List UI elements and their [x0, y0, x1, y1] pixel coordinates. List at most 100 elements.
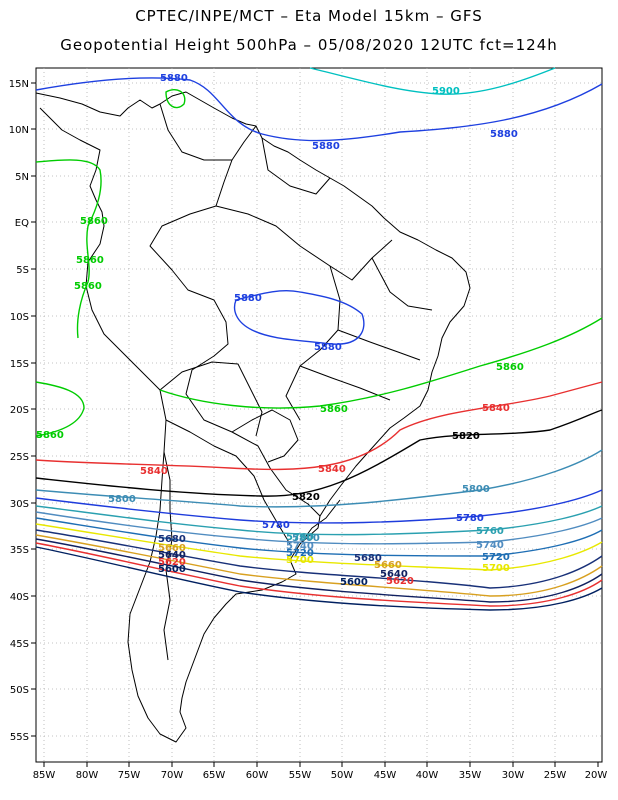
contour-label: 5860 [320, 404, 348, 415]
lat-label: 10S [10, 312, 29, 323]
contour-5620 [35, 542, 603, 607]
contour-label: 5620 [386, 576, 414, 587]
contour-5820 [35, 409, 603, 497]
contour-label: 5860 [496, 362, 524, 373]
lat-label: 35S [10, 545, 29, 556]
contour-5720 [35, 517, 603, 557]
contour-label: 5800 [292, 533, 320, 544]
latitude-labels: 15N 10N 5N EQ 5S 10S 15S 20S 25S 30S 35S… [9, 79, 29, 743]
contour-label: 5880 [314, 342, 342, 353]
lon-label: 85W [33, 770, 56, 781]
lat-label: 15N [9, 79, 29, 90]
lat-label: 10N [9, 125, 29, 136]
contour-label: 5660 [374, 560, 402, 571]
contour-5780 [35, 489, 603, 524]
contour-5700 [35, 523, 603, 571]
contour-5680 [35, 529, 603, 589]
contour-5880-north [35, 77, 603, 142]
contour-label: 5880 [234, 293, 262, 304]
contour-label: 5640 [380, 569, 408, 580]
contour-5860-island [165, 88, 186, 109]
contour-label: 5860 [80, 216, 108, 227]
tick-marks [31, 82, 599, 767]
contour-label: 5820 [292, 492, 320, 503]
contour-label: 5860 [36, 430, 64, 441]
lon-label: 50W [331, 770, 354, 781]
brazil-border [149, 125, 321, 517]
chart-title-line2: Geopotential Height 500hPa – 05/08/2020 … [60, 36, 558, 54]
contour-label: 5780 [456, 513, 484, 524]
chart-title-line1: CPTEC/INPE/MCT – Eta Model 15km – GFS [135, 7, 483, 25]
contour-5740 [35, 511, 603, 545]
contour-label: 5900 [432, 86, 460, 97]
contour-label: 5740 [476, 540, 504, 551]
contour-label: 5680 [158, 534, 186, 545]
lon-label: 60W [246, 770, 269, 781]
lon-label: 30W [502, 770, 525, 781]
contour-label: 5600 [158, 564, 186, 575]
contour-label: 5740 [286, 541, 314, 552]
contour-label: 5700 [286, 555, 314, 566]
contour-label: 5880 [160, 73, 188, 84]
lat-label: EQ [15, 218, 29, 229]
contour-label: 5620 [158, 557, 186, 568]
contour-label: 5800 [108, 494, 136, 505]
lon-label: 25W [544, 770, 567, 781]
paraguay-border [231, 409, 299, 463]
contour-label: 5600 [340, 577, 368, 588]
lon-label: 20W [585, 770, 608, 781]
contour-label: 5880 [312, 141, 340, 152]
contour-label: 5720 [482, 552, 510, 563]
lon-label: 70W [161, 770, 184, 781]
lat-label: 30S [10, 499, 29, 510]
lat-label: 55S [10, 732, 29, 743]
bolivia-border [159, 361, 263, 437]
contour-label: 5760 [286, 532, 314, 543]
contour-5760 [35, 505, 603, 536]
contour-5840 [35, 381, 603, 471]
contour-5900 [309, 67, 556, 95]
contour-5880-brazil [233, 290, 365, 345]
contour-label: 5880 [490, 129, 518, 140]
contour-5860-main [35, 317, 603, 437]
contour-5800 [35, 449, 603, 508]
lon-label: 65W [203, 770, 226, 781]
coastlines [35, 91, 471, 743]
argentina-border [165, 419, 291, 545]
venezuela-border [159, 103, 232, 161]
contour-5660 [35, 534, 603, 597]
contour-labels: 5900 5880 5880 5880 5880 5880 5860 5860 … [36, 73, 524, 588]
map-frame [35, 67, 603, 763]
contour-label: 5840 [482, 403, 510, 414]
contour-label: 5840 [318, 464, 346, 475]
lon-label: 80W [76, 770, 99, 781]
contour-label: 5800 [462, 484, 490, 495]
contour-label: 5860 [76, 255, 104, 266]
contour-label: 5700 [482, 563, 510, 574]
contour-5640 [35, 538, 603, 603]
longitude-labels: 85W 80W 75W 70W 65W 60W 55W 50W 45W 40W … [33, 770, 608, 781]
lon-label: 55W [289, 770, 312, 781]
contour-label: 5760 [476, 526, 504, 537]
lat-label: 15S [10, 359, 29, 370]
lat-label: 45S [10, 639, 29, 650]
lat-label: 5N [15, 172, 29, 183]
contour-5600 [35, 546, 603, 611]
lat-label: 20S [10, 405, 29, 416]
lon-label: 45W [374, 770, 397, 781]
contour-label: 5680 [354, 553, 382, 564]
contour-label: 5780 [262, 520, 290, 531]
south-america-coast [35, 91, 471, 743]
lon-label: 40W [416, 770, 439, 781]
contours [35, 67, 603, 611]
contour-label: 5660 [158, 543, 186, 554]
lon-label: 35W [459, 770, 482, 781]
brazil-states [215, 205, 433, 421]
lat-label: 25S [10, 452, 29, 463]
contour-label: 5640 [158, 550, 186, 561]
lat-label: 5S [16, 265, 29, 276]
contour-label: 5720 [286, 548, 314, 559]
guianas-border [261, 137, 331, 195]
contour-5860-west [35, 159, 102, 339]
